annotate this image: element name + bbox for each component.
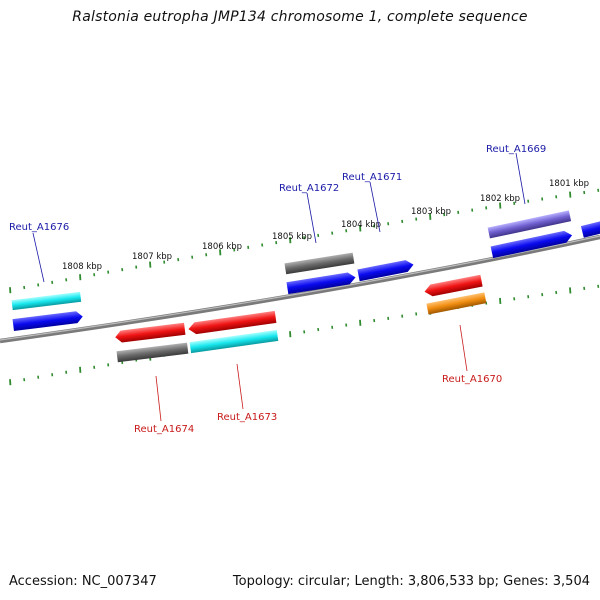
kbp-label: 1807 kbp: [132, 252, 172, 262]
gene-label[interactable]: Reut_A1669: [486, 144, 546, 155]
kbp-label: 1802 kbp: [480, 194, 520, 204]
kbp-label: 1803 kbp: [411, 207, 451, 217]
gene-blue-forward[interactable]: [580, 218, 600, 238]
map-title: Ralstonia eutropha JMP134 chromosome 1, …: [72, 9, 528, 25]
gene-label[interactable]: Reut_A1676: [9, 222, 69, 233]
sequence-summary: Topology: circular; Length: 3,806,533 bp…: [232, 574, 590, 589]
gene-blue-forward[interactable]: [286, 271, 356, 295]
gene-purple[interactable]: [487, 210, 572, 239]
gene-gray[interactable]: [116, 342, 189, 363]
chromosome-backbone: [0, 234, 600, 344]
kbp-label: 1801 kbp: [549, 179, 589, 189]
gene-blue-forward[interactable]: [12, 311, 84, 331]
kbp-label: 1804 kbp: [341, 220, 381, 230]
gene-cyan[interactable]: [189, 329, 279, 354]
gene-label[interactable]: Reut_A1673: [217, 412, 277, 423]
gene-orange[interactable]: [426, 292, 487, 315]
gene-red-reverse[interactable]: [423, 274, 483, 298]
reverse-scale-ticks: [9, 284, 600, 386]
gene-red-reverse[interactable]: [188, 310, 277, 335]
gene-gray[interactable]: [284, 252, 355, 275]
gene-blue-forward[interactable]: [357, 259, 414, 282]
gene-red-reverse[interactable]: [115, 322, 186, 343]
gene-blue-forward[interactable]: [490, 229, 574, 259]
gene-label[interactable]: Reut_A1670: [442, 374, 502, 385]
forward-scale-ticks: [9, 188, 600, 294]
gene-label[interactable]: Reut_A1674: [134, 424, 194, 435]
kbp-label: 1808 kbp: [62, 262, 102, 272]
gene-label[interactable]: Reut_A1671: [342, 172, 402, 183]
gene-label[interactable]: Reut_A1672: [279, 183, 339, 194]
gene-cyan[interactable]: [11, 291, 82, 311]
accession-text: Accession: NC_007347: [9, 574, 157, 589]
kbp-label: 1805 kbp: [272, 232, 312, 242]
kbp-label: 1806 kbp: [202, 242, 242, 252]
